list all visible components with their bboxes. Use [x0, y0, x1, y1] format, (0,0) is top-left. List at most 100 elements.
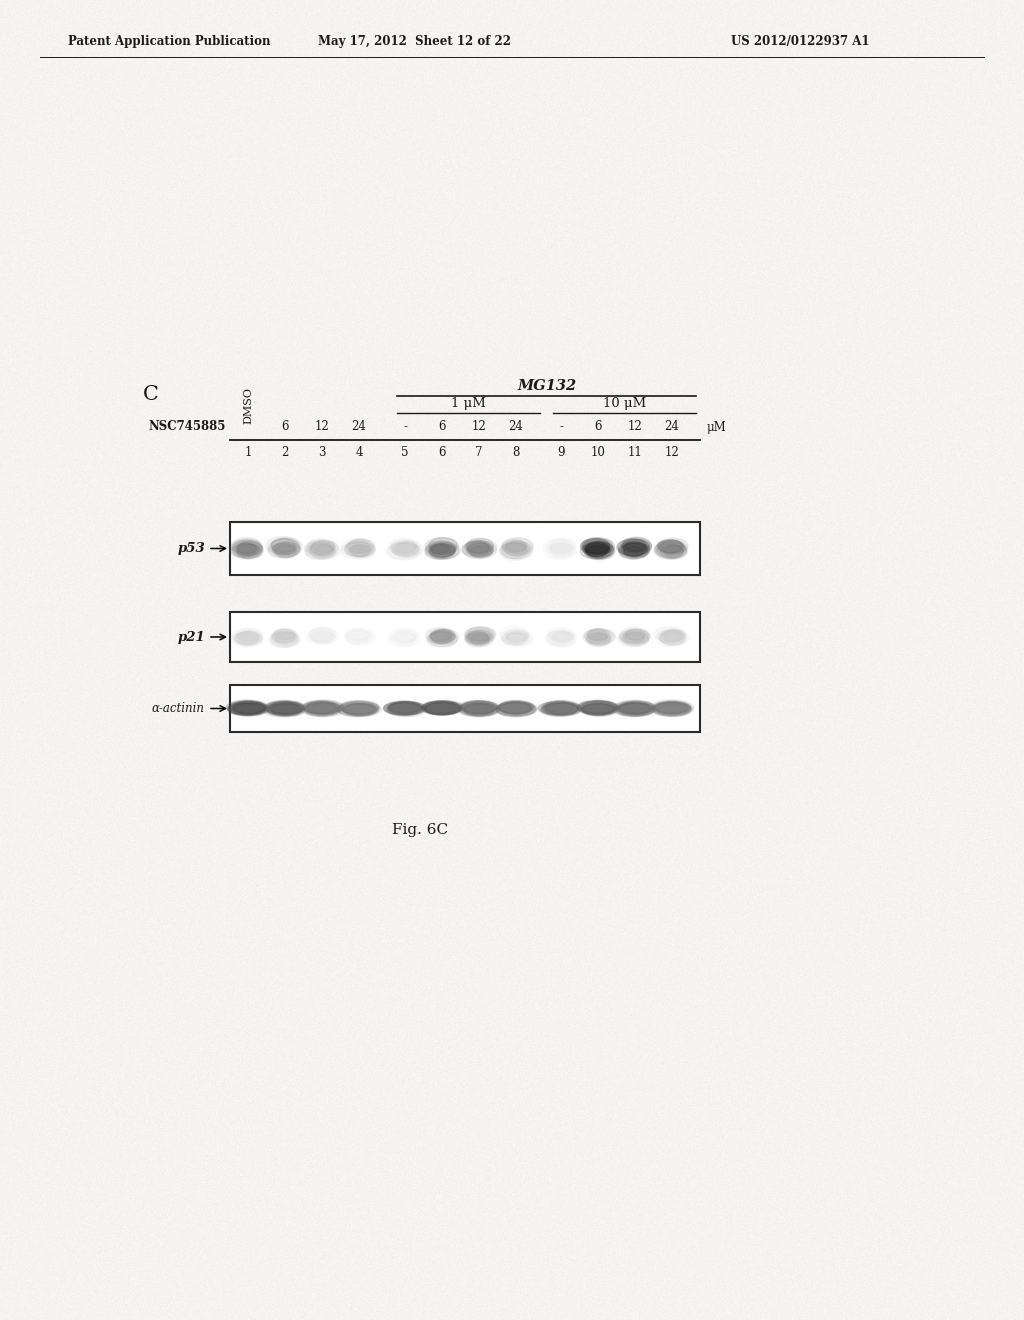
- Ellipse shape: [306, 541, 340, 560]
- Ellipse shape: [650, 702, 691, 715]
- Ellipse shape: [389, 628, 417, 644]
- Ellipse shape: [239, 635, 258, 644]
- Ellipse shape: [620, 701, 653, 713]
- Ellipse shape: [626, 632, 649, 645]
- Ellipse shape: [501, 632, 526, 645]
- Ellipse shape: [613, 701, 657, 715]
- Ellipse shape: [271, 630, 295, 643]
- Text: 5: 5: [401, 446, 409, 458]
- Ellipse shape: [506, 541, 529, 554]
- Ellipse shape: [426, 628, 455, 644]
- Ellipse shape: [614, 704, 653, 717]
- Ellipse shape: [660, 540, 683, 553]
- Ellipse shape: [429, 537, 457, 553]
- Ellipse shape: [460, 702, 496, 715]
- Ellipse shape: [657, 628, 684, 643]
- Ellipse shape: [425, 702, 457, 714]
- Ellipse shape: [578, 701, 620, 715]
- Ellipse shape: [396, 543, 416, 556]
- Ellipse shape: [424, 702, 459, 715]
- Ellipse shape: [583, 704, 615, 715]
- Ellipse shape: [584, 628, 615, 644]
- Ellipse shape: [305, 544, 336, 560]
- Ellipse shape: [275, 634, 295, 644]
- Ellipse shape: [585, 541, 613, 558]
- Ellipse shape: [542, 702, 579, 715]
- Ellipse shape: [229, 541, 262, 558]
- Ellipse shape: [658, 541, 685, 554]
- Ellipse shape: [622, 543, 649, 557]
- Ellipse shape: [618, 702, 650, 714]
- Ellipse shape: [301, 701, 343, 715]
- Ellipse shape: [620, 631, 649, 644]
- Ellipse shape: [234, 632, 261, 647]
- Ellipse shape: [306, 540, 334, 556]
- Ellipse shape: [498, 701, 536, 714]
- Ellipse shape: [422, 701, 462, 715]
- Ellipse shape: [273, 628, 294, 640]
- Ellipse shape: [467, 543, 494, 557]
- Ellipse shape: [626, 630, 645, 640]
- Ellipse shape: [306, 701, 340, 714]
- Ellipse shape: [500, 702, 531, 714]
- Ellipse shape: [655, 701, 689, 713]
- Ellipse shape: [541, 702, 582, 715]
- Ellipse shape: [341, 543, 375, 558]
- Ellipse shape: [587, 546, 607, 557]
- Ellipse shape: [651, 702, 693, 717]
- Text: 12: 12: [472, 421, 486, 433]
- Ellipse shape: [625, 540, 649, 552]
- Ellipse shape: [387, 701, 425, 714]
- Text: 1: 1: [245, 446, 252, 458]
- Ellipse shape: [265, 702, 306, 717]
- Ellipse shape: [583, 539, 609, 553]
- Ellipse shape: [391, 540, 416, 553]
- Ellipse shape: [383, 701, 425, 715]
- Ellipse shape: [463, 540, 497, 558]
- Ellipse shape: [270, 539, 298, 552]
- Ellipse shape: [458, 704, 499, 717]
- Ellipse shape: [236, 543, 258, 557]
- Ellipse shape: [423, 701, 462, 714]
- Ellipse shape: [272, 630, 298, 644]
- Ellipse shape: [431, 631, 455, 644]
- Ellipse shape: [461, 701, 501, 715]
- Ellipse shape: [653, 702, 691, 715]
- Text: -: -: [559, 421, 563, 433]
- Ellipse shape: [470, 545, 493, 558]
- Ellipse shape: [464, 704, 497, 717]
- Ellipse shape: [582, 704, 615, 715]
- Text: US 2012/0122937 A1: US 2012/0122937 A1: [731, 36, 869, 49]
- Text: 6: 6: [594, 421, 602, 433]
- Ellipse shape: [231, 632, 262, 647]
- Ellipse shape: [386, 543, 422, 560]
- Ellipse shape: [303, 701, 338, 714]
- Text: 10: 10: [591, 446, 605, 458]
- Ellipse shape: [229, 702, 269, 715]
- Ellipse shape: [502, 543, 529, 558]
- Ellipse shape: [270, 632, 300, 648]
- Ellipse shape: [271, 537, 302, 554]
- Ellipse shape: [263, 704, 305, 717]
- Ellipse shape: [496, 702, 538, 715]
- Ellipse shape: [232, 701, 265, 713]
- Ellipse shape: [272, 543, 300, 556]
- Ellipse shape: [552, 634, 573, 645]
- Ellipse shape: [264, 701, 304, 715]
- Ellipse shape: [236, 631, 262, 645]
- Ellipse shape: [314, 631, 332, 640]
- Text: 4: 4: [355, 446, 362, 458]
- Ellipse shape: [617, 702, 654, 717]
- Ellipse shape: [467, 544, 493, 557]
- Ellipse shape: [466, 540, 494, 553]
- Ellipse shape: [392, 632, 416, 645]
- Ellipse shape: [388, 702, 421, 714]
- Ellipse shape: [421, 701, 462, 715]
- Ellipse shape: [268, 544, 298, 558]
- Ellipse shape: [547, 704, 579, 714]
- Ellipse shape: [304, 541, 336, 558]
- Ellipse shape: [429, 630, 459, 644]
- Ellipse shape: [622, 634, 644, 645]
- Ellipse shape: [349, 545, 373, 557]
- Ellipse shape: [237, 543, 256, 554]
